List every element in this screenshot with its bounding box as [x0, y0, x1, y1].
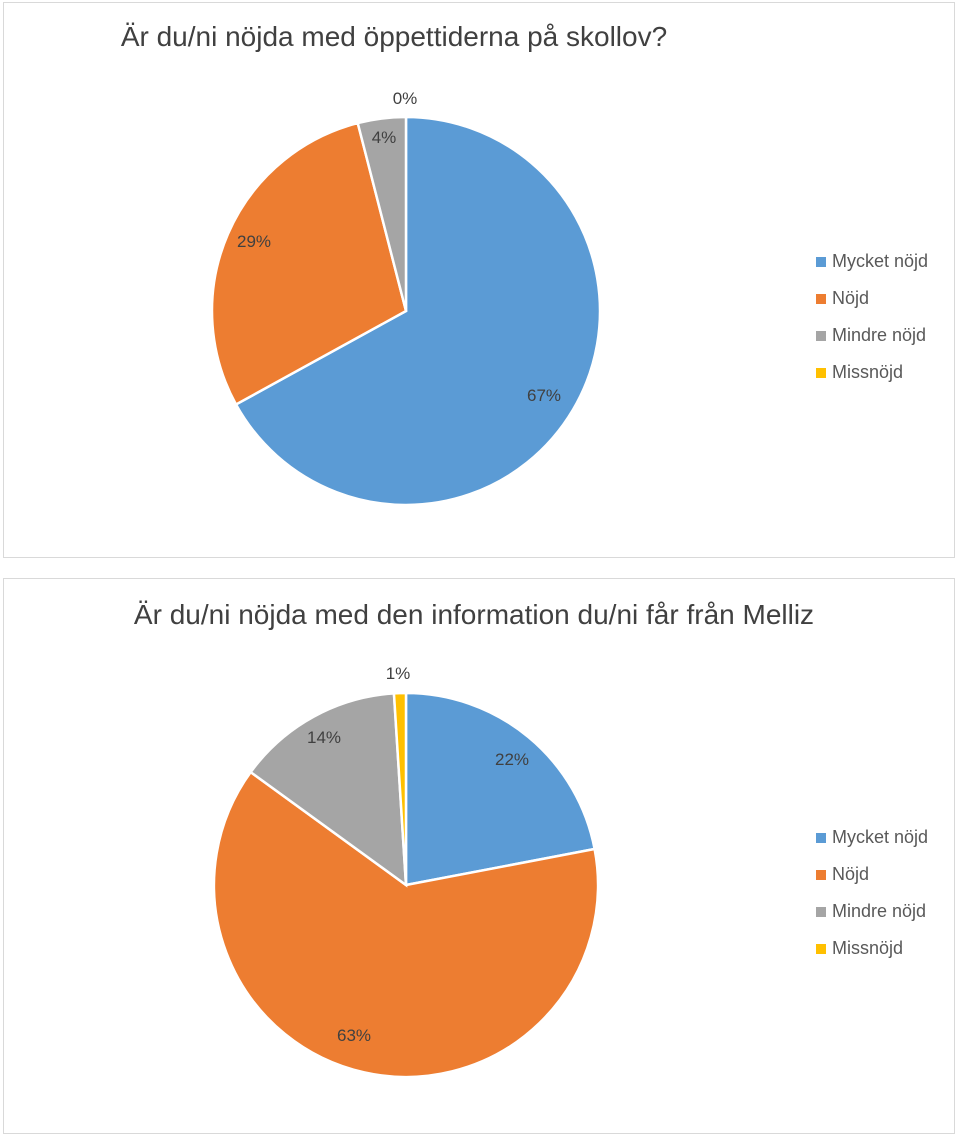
- legend-swatch: [816, 943, 826, 954]
- data-label: 29%: [237, 232, 271, 251]
- legend-item-nojd: Nöjd: [816, 856, 928, 893]
- legend-label: Mindre nöjd: [832, 325, 927, 345]
- legend-item-nojd: Nöjd: [816, 280, 928, 317]
- pie-slice-nojd: [210, 121, 408, 407]
- pie-chart-2: 22% 63% 14% 1%: [212, 664, 600, 1079]
- legend-swatch: [816, 256, 826, 267]
- pie-chart-1: 67% 29% 4% 0%: [210, 89, 602, 507]
- legend-swatch: [816, 832, 826, 843]
- legend-swatch: [816, 293, 826, 304]
- data-label: 22%: [495, 750, 529, 769]
- chart-title: Är du/ni nöjda med den information du/ni…: [133, 599, 815, 630]
- data-label: 1%: [386, 664, 411, 683]
- pie-slice-mindre-nojd: [248, 692, 408, 888]
- legend-label: Mindre nöjd: [832, 901, 927, 921]
- legend-label: Missnöjd: [832, 362, 904, 382]
- data-label: 0%: [393, 89, 418, 108]
- legend-item-mindre-nojd: Mindre nöjd: [816, 893, 928, 930]
- chart-panel-2: Är du/ni nöjda med den information du/ni…: [3, 578, 955, 1134]
- legend-swatch: [816, 367, 826, 378]
- pie-slice-missnojd: [392, 691, 408, 886]
- legend-swatch: [816, 869, 826, 880]
- legend-swatch: [816, 330, 826, 341]
- chart-panel-1: Är du/ni nöjda med öppettiderna på skoll…: [3, 2, 955, 558]
- legend-item-missnojd: Missnöjd: [816, 930, 928, 967]
- data-label: 4%: [372, 128, 397, 147]
- legend-item-missnojd: Missnöjd: [816, 354, 928, 391]
- legend: Mycket nöjd Nöjd Mindre nöjd Missnöjd: [816, 243, 928, 391]
- pie-slice-mycket-nojd: [404, 691, 597, 887]
- legend-swatch: [816, 906, 826, 917]
- chart-title: Är du/ni nöjda med öppettiderna på skoll…: [120, 21, 668, 52]
- legend-label: Mycket nöjd: [832, 251, 929, 271]
- pie-slice-mindre-nojd: [356, 115, 408, 312]
- legend-label: Nöjd: [832, 864, 870, 884]
- legend-label: Missnöjd: [832, 938, 904, 958]
- pie-slice-nojd: [212, 770, 600, 1079]
- legend-label: Mycket nöjd: [832, 827, 929, 847]
- legend-item-mycket-nojd: Mycket nöjd: [816, 243, 928, 280]
- data-label: 67%: [527, 386, 561, 405]
- data-label: 14%: [307, 728, 341, 747]
- legend-item-mycket-nojd: Mycket nöjd: [816, 819, 928, 856]
- data-label: 63%: [337, 1026, 371, 1045]
- pie-slice-mycket-nojd: [234, 115, 602, 507]
- legend-label: Nöjd: [832, 288, 870, 308]
- legend: Mycket nöjd Nöjd Mindre nöjd Missnöjd: [816, 819, 928, 967]
- legend-item-mindre-nojd: Mindre nöjd: [816, 317, 928, 354]
